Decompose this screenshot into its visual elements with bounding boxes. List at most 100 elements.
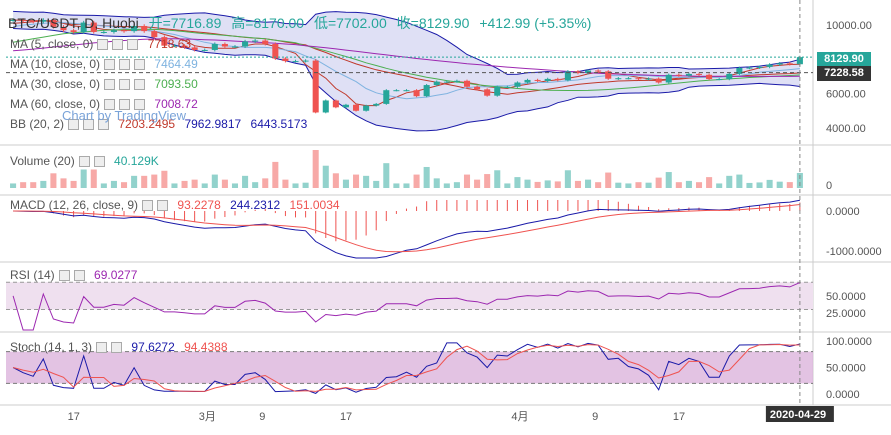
close-icon[interactable] [73, 270, 85, 282]
volume-bar [322, 165, 329, 188]
candle-body [50, 19, 57, 27]
candle-body [221, 43, 228, 47]
legend-volume[interactable]: Volume (20) 40.129K [10, 154, 159, 168]
stoch-tick-label: 50.0000 [826, 363, 866, 375]
volume-bar [191, 179, 198, 188]
legend-stoch[interactable]: Stoch (14, 1, 3) 97.6272 94.4388 [10, 340, 228, 354]
volume-tick-label: 0 [826, 180, 832, 192]
close-icon[interactable] [134, 59, 146, 71]
volume-bar [685, 180, 692, 188]
settings-icon[interactable] [58, 270, 70, 282]
eye-icon[interactable] [104, 59, 116, 71]
volume-bar [574, 180, 581, 188]
settings-icon[interactable] [119, 59, 131, 71]
volume-bar [201, 183, 208, 188]
volume-bar [342, 179, 349, 188]
settings-icon[interactable] [112, 39, 124, 51]
candle-body [574, 71, 581, 74]
volume-bar [756, 182, 763, 188]
candle-body [746, 67, 753, 69]
volume-bar [252, 182, 259, 188]
eye-icon[interactable] [104, 79, 116, 91]
candle-body [10, 19, 17, 21]
time-tick-label: 17 [673, 411, 685, 423]
volume-bar [796, 172, 803, 188]
ohlc-high: 高=8170.00 [231, 15, 305, 31]
volume-bar [453, 182, 460, 188]
rsi-tick-label: 25.0000 [826, 308, 866, 320]
macd-signal-line [13, 204, 800, 253]
settings-icon[interactable] [119, 99, 131, 111]
volume-bar [272, 161, 279, 188]
candle-body [191, 47, 198, 50]
candle-body [242, 41, 249, 47]
close-icon[interactable] [134, 79, 146, 91]
stoch-d-line [12, 343, 800, 392]
settings-icon[interactable] [96, 342, 108, 354]
volume-bar [332, 173, 339, 188]
close-icon[interactable] [127, 39, 139, 51]
symbol-title: BTC/USDT, D, Huobi [8, 15, 139, 31]
candle-body [252, 40, 259, 42]
candle-body [90, 22, 97, 32]
volume-bar [100, 183, 107, 188]
volume-bar [353, 174, 360, 188]
candle-body [665, 74, 672, 83]
volume-bar [292, 183, 299, 188]
date-tag: 2020-04-29 [770, 409, 826, 421]
volume-bar [776, 181, 783, 188]
bb-upper-line [13, 10, 801, 75]
legend-ma10[interactable]: MA (10, close, 0) 7464.49 [10, 57, 198, 71]
volume-bar [615, 182, 622, 188]
legend-macd[interactable]: MACD (12, 26, close, 9) 93.2278 244.2312… [10, 198, 340, 212]
volume-bar [766, 179, 773, 188]
candle-body [685, 73, 692, 76]
legend-label: RSI (14) [10, 268, 55, 282]
volume-bar [70, 180, 77, 188]
macd-tick-label: 0.0000 [826, 206, 860, 218]
legend-ma60[interactable]: MA (60, close, 0) 7008.72 [10, 97, 198, 111]
candle-body [423, 85, 430, 97]
close-icon[interactable] [157, 200, 169, 212]
legend-ma5[interactable]: MA (5, close, 0) 7718.63 [10, 37, 191, 51]
eye-icon[interactable] [104, 99, 116, 111]
candle-body [756, 66, 763, 68]
watermark: Chart by TradingView [62, 108, 187, 123]
candle-body [484, 89, 491, 96]
eye-icon[interactable] [97, 39, 109, 51]
price-tag: 8129.90 [817, 52, 871, 67]
macd-line [13, 199, 800, 259]
candle-body [353, 104, 360, 111]
legend-bb[interactable]: BB (20, 2) 7203.2495 7962.9817 6443.5173 [10, 117, 307, 131]
close-icon[interactable] [111, 342, 123, 354]
volume-bar [60, 178, 67, 188]
candle-body [100, 31, 107, 33]
candle-body [655, 78, 662, 83]
rsi-line [12, 282, 801, 331]
legend-rsi[interactable]: RSI (14) 69.0277 [10, 268, 137, 282]
candle-body [433, 81, 440, 86]
candle-body [383, 90, 390, 104]
stoch-tick-label: 100.0000 [826, 336, 872, 348]
candle-body [181, 45, 188, 48]
candle-body [231, 46, 239, 48]
close-icon[interactable] [93, 156, 105, 168]
legend-ma30[interactable]: MA (30, close, 0) 7093.50 [10, 77, 198, 91]
settings-icon[interactable] [78, 156, 90, 168]
legend-value: 97.6272 [131, 340, 175, 354]
candle-body [554, 78, 561, 81]
settings-icon[interactable] [83, 119, 95, 131]
legend-label: MACD (12, 26, close, 9) [10, 198, 139, 212]
volume-bar [726, 175, 733, 188]
volume-bar [786, 182, 793, 188]
settings-icon[interactable] [142, 200, 154, 212]
volume-bar [363, 175, 370, 188]
stoch-band-fill [6, 351, 813, 384]
candle-body [393, 90, 400, 92]
legend-value: 94.4388 [184, 340, 228, 354]
settings-icon[interactable] [119, 79, 131, 91]
price-tick-label: 10000.00 [826, 20, 872, 32]
eye-icon[interactable] [68, 119, 80, 131]
candle-body [363, 105, 370, 111]
